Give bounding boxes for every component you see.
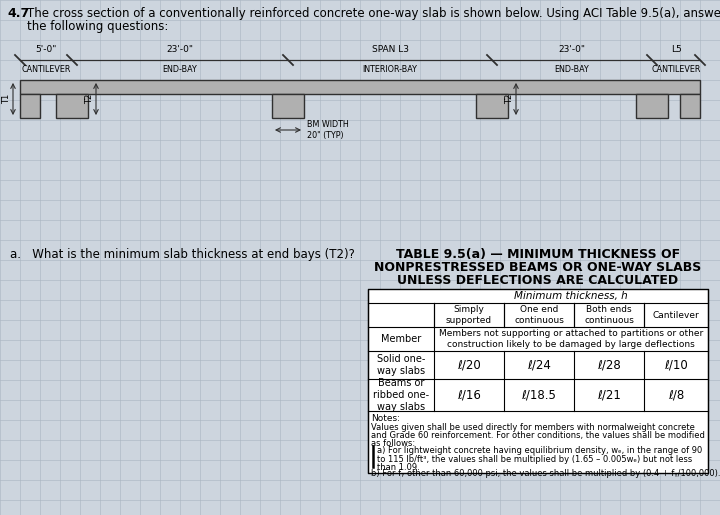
- Text: 23'-0": 23'-0": [559, 45, 585, 54]
- Text: T2: T2: [505, 94, 514, 104]
- Text: END-BAY: END-BAY: [163, 65, 197, 74]
- Text: b) For fᵧ other than 60,000 psi, the values shall be multiplied by (0.4 + fᵧ/100: b) For fᵧ other than 60,000 psi, the val…: [371, 469, 720, 478]
- Text: One end
continuous: One end continuous: [514, 305, 564, 324]
- Text: INTERIOR-BAY: INTERIOR-BAY: [363, 65, 418, 74]
- Text: Beams or
ribbed one-
way slabs: Beams or ribbed one- way slabs: [373, 379, 429, 411]
- Text: SPAN L3: SPAN L3: [372, 45, 408, 54]
- Text: Cantilever: Cantilever: [652, 311, 699, 319]
- Text: Member: Member: [381, 334, 421, 344]
- Text: NONPRESTRESSED BEAMS OR ONE-WAY SLABS: NONPRESTRESSED BEAMS OR ONE-WAY SLABS: [374, 261, 701, 274]
- Text: ℓ/20: ℓ/20: [457, 358, 481, 371]
- Text: to 115 lb/ft³, the values shall be multiplied by (1.65 – 0.005wₑ) but not less: to 115 lb/ft³, the values shall be multi…: [377, 455, 692, 464]
- Text: ℓ/8: ℓ/8: [668, 388, 684, 402]
- Bar: [20, 94, 40, 118]
- Text: T2: T2: [85, 94, 94, 104]
- Text: ℓ/21: ℓ/21: [597, 388, 621, 402]
- Text: Minimum thickness, h: Minimum thickness, h: [514, 291, 628, 301]
- Text: Solid one-
way slabs: Solid one- way slabs: [377, 354, 426, 376]
- Text: Notes:: Notes:: [371, 414, 400, 423]
- Text: CANTILEVER: CANTILEVER: [22, 65, 71, 74]
- Bar: [476, 94, 508, 118]
- Bar: [636, 94, 668, 118]
- Bar: [272, 94, 304, 118]
- Text: END-BAY: END-BAY: [554, 65, 590, 74]
- Text: a) For lightweight concrete having equilibrium density, wₑ, in the range of 90: a) For lightweight concrete having equil…: [377, 447, 702, 455]
- Text: than 1.09.: than 1.09.: [377, 464, 420, 472]
- Text: UNLESS DEFLECTIONS ARE CALCULATED: UNLESS DEFLECTIONS ARE CALCULATED: [397, 274, 678, 287]
- Text: 4.7: 4.7: [7, 7, 30, 20]
- Text: Simply
supported: Simply supported: [446, 305, 492, 324]
- Text: L5: L5: [670, 45, 681, 54]
- Text: Members not supporting or attached to partitions or other
construction likely to: Members not supporting or attached to pa…: [439, 329, 703, 349]
- Bar: [368, 289, 708, 473]
- Text: BM WIDTH
20" (TYP): BM WIDTH 20" (TYP): [307, 121, 348, 140]
- Text: ℓ/10: ℓ/10: [664, 358, 688, 371]
- Text: and Grade 60 reinforcement. For other conditions, the values shall be modified: and Grade 60 reinforcement. For other co…: [371, 431, 705, 440]
- Bar: [20, 80, 700, 94]
- Bar: [56, 94, 88, 118]
- Text: ℓ/18.5: ℓ/18.5: [521, 388, 557, 402]
- Text: TABLE 9.5(a) — MINIMUM THICKNESS OF: TABLE 9.5(a) — MINIMUM THICKNESS OF: [396, 248, 680, 261]
- Text: 23'-0": 23'-0": [166, 45, 194, 54]
- Text: Values given shall be used directly for members with normalweight concrete: Values given shall be used directly for …: [371, 422, 695, 432]
- Text: T1: T1: [2, 94, 11, 104]
- Bar: [368, 289, 708, 473]
- Text: 5'-0": 5'-0": [35, 45, 57, 54]
- Text: CANTILEVER: CANTILEVER: [652, 65, 701, 74]
- Text: as follows:: as follows:: [371, 439, 415, 449]
- Text: ℓ/24: ℓ/24: [527, 358, 551, 371]
- Text: the following questions:: the following questions:: [27, 20, 168, 33]
- Text: ℓ/16: ℓ/16: [457, 388, 481, 402]
- Text: a.   What is the minimum slab thickness at end bays (T2)?: a. What is the minimum slab thickness at…: [10, 248, 355, 261]
- Text: ℓ/28: ℓ/28: [597, 358, 621, 371]
- Text: Both ends
continuous: Both ends continuous: [584, 305, 634, 324]
- Text: The cross section of a conventionally reinforced concrete one-way slab is shown : The cross section of a conventionally re…: [27, 7, 720, 20]
- Bar: [680, 94, 700, 118]
